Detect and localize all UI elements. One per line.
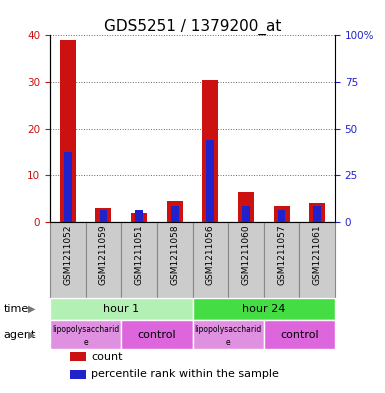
Bar <box>121 222 157 298</box>
Text: ▶: ▶ <box>28 330 35 340</box>
Bar <box>242 206 250 222</box>
Bar <box>206 140 214 222</box>
Bar <box>273 206 290 222</box>
Bar <box>171 206 179 222</box>
Bar <box>131 213 147 222</box>
Bar <box>300 222 335 298</box>
Bar <box>64 152 72 222</box>
Text: e: e <box>226 338 231 347</box>
Bar <box>192 222 228 298</box>
Text: GSM1211059: GSM1211059 <box>99 224 108 285</box>
Text: GSM1211052: GSM1211052 <box>64 224 72 285</box>
Bar <box>85 222 121 298</box>
Bar <box>95 208 112 222</box>
Bar <box>100 210 107 222</box>
Bar <box>278 210 285 222</box>
Bar <box>70 353 86 361</box>
Bar <box>202 80 218 222</box>
Bar <box>50 298 192 320</box>
Bar <box>264 222 300 298</box>
Text: GSM1211057: GSM1211057 <box>277 224 286 285</box>
Text: GSM1211060: GSM1211060 <box>241 224 250 285</box>
Text: agent: agent <box>4 330 36 340</box>
Text: hour 1: hour 1 <box>103 304 139 314</box>
Text: percentile rank within the sample: percentile rank within the sample <box>91 369 279 379</box>
Bar <box>167 201 183 222</box>
Text: control: control <box>137 330 176 340</box>
Bar <box>228 222 264 298</box>
Text: lipopolysaccharid: lipopolysaccharid <box>194 325 262 334</box>
Bar <box>50 222 85 298</box>
Text: control: control <box>280 330 319 340</box>
Bar <box>264 320 335 349</box>
Title: GDS5251 / 1379200_at: GDS5251 / 1379200_at <box>104 19 281 35</box>
Bar <box>309 203 325 222</box>
Bar <box>192 320 264 349</box>
Text: GSM1211051: GSM1211051 <box>135 224 144 285</box>
Text: lipopolysaccharid: lipopolysaccharid <box>52 325 119 334</box>
Bar <box>238 192 254 222</box>
Bar <box>60 40 76 222</box>
Text: hour 24: hour 24 <box>242 304 285 314</box>
Bar <box>192 298 335 320</box>
Text: GSM1211056: GSM1211056 <box>206 224 215 285</box>
Text: ▶: ▶ <box>28 304 35 314</box>
Bar <box>50 320 121 349</box>
Text: count: count <box>91 352 123 362</box>
Bar <box>121 320 192 349</box>
Text: e: e <box>83 338 88 347</box>
Text: GSM1211061: GSM1211061 <box>313 224 321 285</box>
Bar <box>135 210 143 222</box>
Bar <box>313 206 321 222</box>
Text: time: time <box>4 304 29 314</box>
Bar <box>157 222 192 298</box>
Text: GSM1211058: GSM1211058 <box>170 224 179 285</box>
Bar <box>70 370 86 378</box>
